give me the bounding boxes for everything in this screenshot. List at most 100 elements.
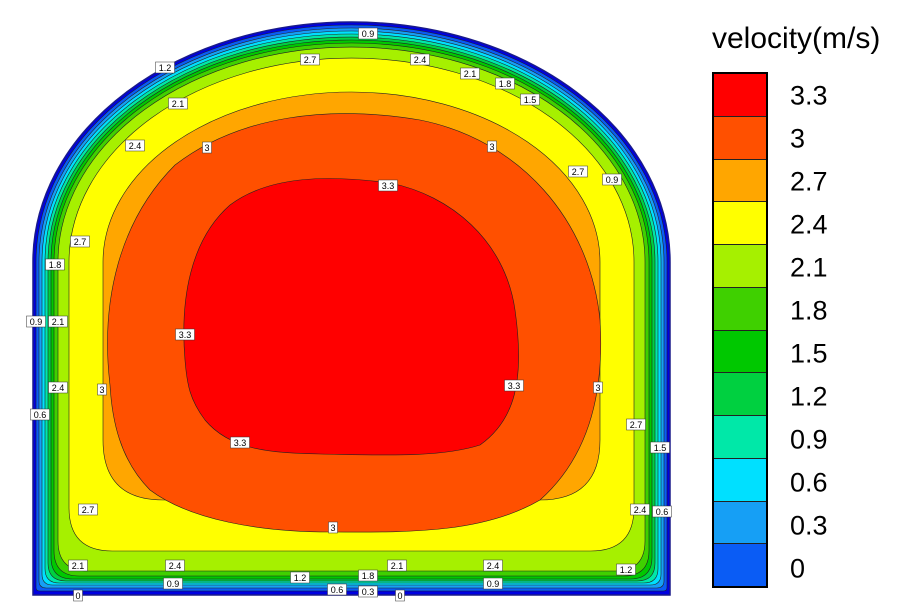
svg-text:1.5: 1.5	[654, 443, 667, 453]
colorbar-tick-label: 3	[790, 123, 806, 153]
svg-text:2.1: 2.1	[172, 99, 185, 109]
svg-text:2.4: 2.4	[129, 141, 142, 151]
contour-bands	[33, 22, 670, 596]
svg-text:0.9: 0.9	[167, 579, 180, 589]
colorbar-tick-label: 0.6	[790, 467, 828, 497]
contour-label: 1.8	[45, 258, 65, 271]
colorbar-swatch	[714, 74, 766, 117]
svg-text:3: 3	[204, 143, 209, 153]
svg-text:2.4: 2.4	[414, 55, 427, 65]
svg-text:2.4: 2.4	[169, 561, 182, 571]
tunnel-boundary	[32, 21, 671, 596]
svg-text:1.2: 1.2	[620, 565, 633, 575]
svg-text:3.3: 3.3	[382, 181, 395, 191]
colorbar-tick-label: 0.9	[790, 424, 828, 454]
contour-label: 0.9	[26, 315, 46, 328]
colorbar-tick-label: 2.4	[790, 209, 828, 239]
contour-label: 0.6	[30, 408, 50, 421]
svg-text:0: 0	[75, 591, 80, 601]
contour-label: 1.2	[616, 563, 636, 576]
contour-label: 3	[202, 141, 212, 154]
contour-label: 3.3	[175, 328, 195, 341]
svg-text:2.1: 2.1	[391, 561, 404, 571]
svg-text:1.8: 1.8	[49, 260, 62, 270]
colorbar-swatch	[714, 501, 766, 545]
contour-label: 0.9	[602, 173, 622, 186]
svg-text:1.2: 1.2	[294, 573, 307, 583]
svg-text:2.1: 2.1	[52, 317, 65, 327]
colorbar-tick-label: 2.7	[790, 166, 828, 196]
contour-label: 1.5	[520, 93, 540, 106]
contour-label: 3	[97, 383, 107, 396]
contour-label: 3.3	[378, 179, 398, 192]
contour-label: 2.4	[125, 139, 145, 152]
svg-text:0.9: 0.9	[487, 579, 500, 589]
contour-label: 1.2	[290, 571, 310, 584]
contour-label: 0.6	[652, 505, 672, 518]
svg-text:3.3: 3.3	[179, 330, 192, 340]
svg-text:2.4: 2.4	[487, 561, 500, 571]
svg-text:2.7: 2.7	[74, 237, 87, 247]
svg-text:2.4: 2.4	[634, 505, 647, 515]
colorbar-swatch	[714, 544, 766, 586]
contour-label: 2.1	[460, 67, 480, 80]
contour-label: 0.3	[358, 585, 378, 598]
contour-labels: 0.9 2.7 2.4 2.1 1.8 1.5 1.2 2.1 2.4 3 3 2.7 0.9 3.3 2.…	[26, 27, 672, 602]
contour-label: 0.9	[483, 577, 503, 590]
svg-text:0.6: 0.6	[656, 507, 669, 517]
colorbar-swatch	[714, 416, 766, 459]
svg-text:3: 3	[330, 523, 335, 533]
contour-label: 2.4	[483, 559, 503, 572]
svg-text:0.9: 0.9	[362, 29, 375, 39]
svg-text:2.7: 2.7	[572, 167, 585, 177]
colorbar-tick-label: 1.5	[790, 338, 828, 368]
svg-text:0.9: 0.9	[606, 175, 619, 185]
contour-label: 3.3	[504, 379, 524, 392]
colorbar-swatch	[714, 159, 766, 203]
colorbar-swatch	[714, 330, 766, 374]
contour-label: 3	[487, 140, 497, 153]
colorbar-tick-label: 0	[790, 553, 806, 583]
svg-text:0.9: 0.9	[30, 317, 43, 327]
contour-label: 3.3	[230, 436, 250, 449]
svg-text:1.2: 1.2	[159, 63, 172, 73]
contour-label: 0	[73, 589, 83, 602]
contour-label: 1.5	[650, 441, 670, 454]
colorbar-title: velocity(m/s)	[712, 22, 881, 55]
svg-text:2.7: 2.7	[630, 420, 643, 430]
contour-label: 0.6	[327, 583, 347, 596]
contour-label: 3	[328, 521, 338, 534]
svg-text:2.1: 2.1	[72, 561, 85, 571]
contour-label: 2.7	[70, 235, 90, 248]
svg-text:3.3: 3.3	[234, 438, 247, 448]
contour-label: 2.7	[300, 53, 320, 66]
contour-label: 2.7	[78, 503, 98, 516]
svg-text:1.5: 1.5	[524, 95, 537, 105]
svg-text:2.7: 2.7	[82, 505, 95, 515]
colorbar-swatch	[714, 287, 766, 331]
colorbar-tick-label: 2.1	[790, 252, 828, 282]
contour-label: 1.8	[358, 569, 378, 582]
svg-text:3: 3	[99, 385, 104, 395]
svg-text:3: 3	[489, 142, 494, 152]
colorbar-tick-label: 1.8	[790, 295, 828, 325]
contour-label: 3	[593, 381, 603, 394]
contour-label: 2.1	[48, 315, 68, 328]
tunnel-outline	[32, 21, 671, 596]
colorbar	[712, 72, 768, 588]
colorbar-tick-label: 1.2	[790, 381, 828, 411]
svg-text:1.8: 1.8	[499, 79, 512, 89]
svg-text:3.3: 3.3	[508, 381, 521, 391]
colorbar-swatch	[714, 202, 766, 245]
svg-text:2.4: 2.4	[52, 383, 65, 393]
svg-text:2.1: 2.1	[464, 69, 477, 79]
contour-label: 2.4	[630, 503, 650, 516]
svg-text:1.8: 1.8	[362, 571, 375, 581]
contour-label: 0.9	[358, 27, 378, 40]
contour-label: 2.1	[168, 97, 188, 110]
contour-label: 2.1	[68, 559, 88, 572]
contour-label: 0	[395, 589, 405, 602]
svg-text:3: 3	[595, 383, 600, 393]
contour-label: 2.4	[410, 53, 430, 66]
